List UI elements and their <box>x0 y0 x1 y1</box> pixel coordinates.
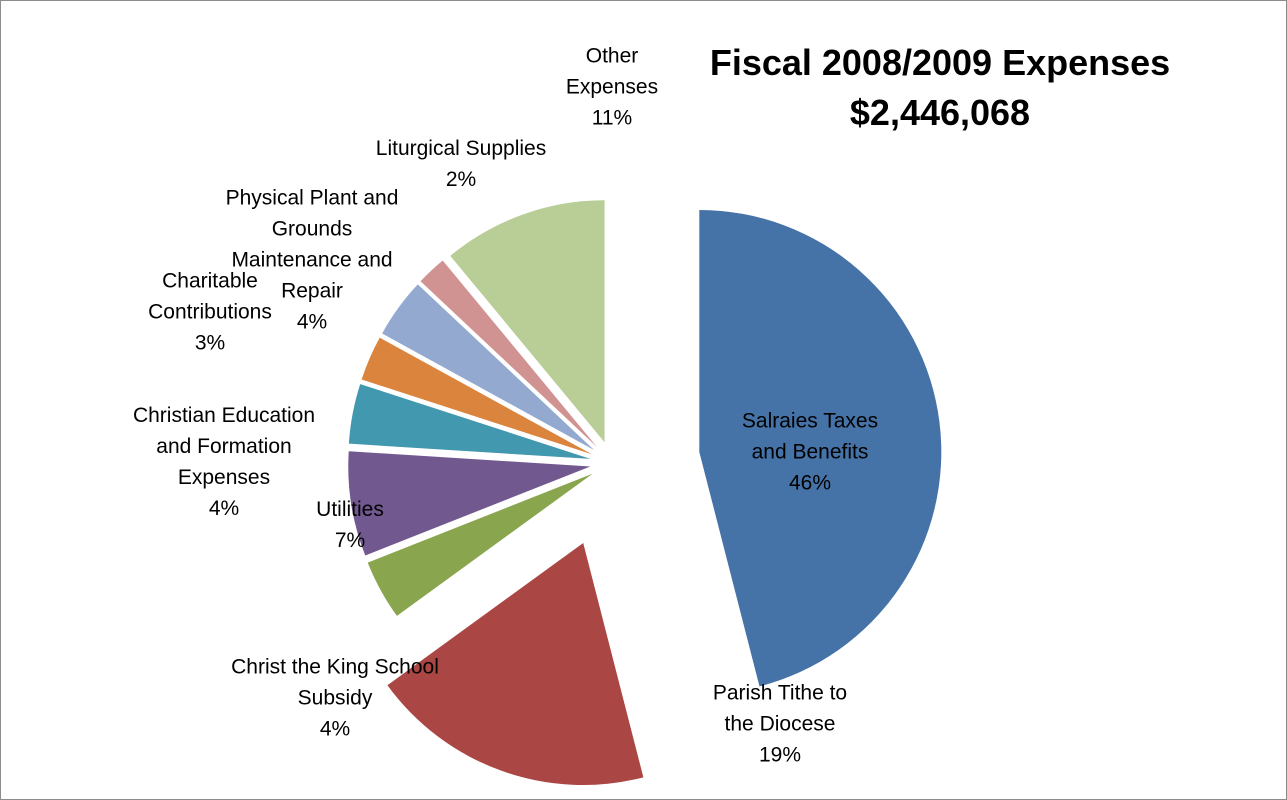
slice-name-label: Maintenance and <box>231 249 392 272</box>
pie-slices <box>348 200 942 785</box>
slice-name-label: Contributions <box>148 301 272 324</box>
slice-label-9: Other Expenses 11% <box>566 45 658 130</box>
slice-label-4: Utilities 7% <box>316 498 384 552</box>
slice-name-label: Expenses <box>178 466 270 489</box>
slice-label-7: Physical Plant and Grounds Maintenance and… <box>226 187 399 334</box>
slice-name-label: and Formation <box>156 435 291 458</box>
pie-slice-1 <box>699 209 942 687</box>
slice-name-label: Salraies Taxes <box>742 410 878 433</box>
slice-percent-label: 19% <box>759 744 801 767</box>
pie-labels: Salraies Taxes and Benefits 46% Parish Tith… <box>133 45 878 767</box>
slice-name-label: Other <box>586 45 639 68</box>
slice-percent-label: 3% <box>195 332 225 355</box>
slice-name-label: Christ the King School <box>231 656 439 679</box>
slice-percent-label: 4% <box>297 311 327 334</box>
slice-label-8: Liturgical Supplies 2% <box>376 137 546 191</box>
slice-name-label: Repair <box>281 280 343 303</box>
slice-name-label: Utilities <box>316 498 384 521</box>
slice-label-3: Christ the King School Subsidy 4% <box>231 656 439 741</box>
chart-title: Fiscal 2008/2009 Expenses <box>709 42 1171 83</box>
slice-label-5: Christian Education and Formation Expenses… <box>133 404 315 520</box>
pie-slice-3 <box>367 473 593 616</box>
slice-name-label: Liturgical Supplies <box>376 137 546 160</box>
chart-subtitle: $2,446,068 <box>849 92 1031 133</box>
slice-name-label: and Benefits <box>752 441 869 464</box>
slice-percent-label: 2% <box>446 168 476 191</box>
slice-label-6: Charitable Contributions 3% <box>148 270 272 355</box>
chart-title-block: Fiscal 2008/2009 Expenses $2,446,068 <box>660 38 1220 138</box>
slice-name-label: Expenses <box>566 76 658 99</box>
pie-slice-2 <box>387 542 644 785</box>
slice-name-label: Physical Plant and <box>226 187 399 210</box>
pie-slice-9 <box>450 200 605 443</box>
slice-percent-label: 46% <box>789 472 831 495</box>
pie-slice-5 <box>348 384 591 459</box>
slice-name-label: Parish Tithe to <box>713 682 847 705</box>
pie-slice-6 <box>361 337 592 455</box>
slice-percent-label: 11% <box>592 107 632 130</box>
slice-label-2: Parish Tithe to the Diocese 19% <box>713 682 847 767</box>
slice-name-label: Christian Education <box>133 404 315 427</box>
slice-name-label: Charitable <box>162 270 258 293</box>
slice-name-label: Grounds <box>272 218 353 241</box>
slice-percent-label: 4% <box>320 718 350 741</box>
slice-label-1: Salraies Taxes and Benefits 46% <box>742 410 878 495</box>
pie-slice-8 <box>420 260 597 447</box>
pie-slice-4 <box>348 451 591 556</box>
pie-slice-7 <box>382 284 595 451</box>
slice-percent-label: 4% <box>209 497 239 520</box>
slice-name-label: the Diocese <box>725 713 836 736</box>
slice-name-label: Subsidy <box>298 687 373 710</box>
slice-percent-label: 7% <box>335 529 365 552</box>
